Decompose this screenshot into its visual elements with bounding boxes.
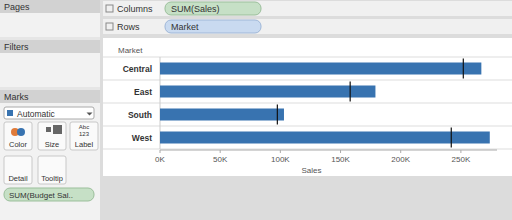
tick-label: 150K: [331, 155, 350, 164]
card-label: Size: [45, 140, 60, 149]
shelf-pill[interactable]: [165, 20, 261, 33]
mark-card[interactable]: [70, 122, 98, 150]
card-label: Detail: [8, 174, 28, 183]
reference-line: [451, 128, 452, 148]
row-divider: [103, 57, 512, 58]
tick: [460, 150, 461, 153]
tick-label: 100K: [271, 155, 290, 164]
tick: [220, 150, 221, 153]
mark-type: Automatic: [17, 109, 56, 119]
shelf-title: Rows: [117, 22, 140, 32]
card-label: Color: [9, 140, 27, 149]
row-divider: [103, 149, 512, 150]
section-title: Marks: [4, 92, 29, 102]
pill-text: SUM(Budget Sal..: [9, 191, 73, 200]
row-divider: [103, 103, 512, 104]
mark-card[interactable]: [4, 156, 32, 184]
bar: [160, 63, 481, 75]
bar: [160, 132, 490, 144]
shelf-icon: [106, 23, 113, 30]
category-label: East: [134, 87, 152, 97]
shelf: [103, 19, 512, 34]
filters-shelf: [0, 53, 100, 87]
category-label: South: [128, 110, 152, 120]
category-label: West: [132, 133, 152, 143]
shelf: [103, 1, 512, 16]
card-label: Tooltip: [41, 174, 63, 183]
marks-card: [0, 103, 100, 220]
tick: [340, 150, 341, 153]
row-divider: [103, 80, 512, 81]
background: [0, 0, 512, 220]
tick-label: 250K: [452, 155, 471, 164]
axis-title: Sales: [301, 166, 321, 175]
tick-label: 200K: [391, 155, 410, 164]
label-icon: Abc: [79, 124, 89, 130]
row-divider: [103, 126, 512, 127]
mark-card[interactable]: [4, 122, 32, 150]
category-label: Central: [123, 64, 152, 74]
pages-shelf: [0, 13, 100, 37]
card-label: Label: [75, 140, 94, 149]
reference-line: [277, 105, 278, 125]
marks-pill[interactable]: [4, 188, 94, 201]
tick: [400, 150, 401, 153]
shelf-icon: [106, 5, 113, 12]
mark-card[interactable]: [38, 156, 66, 184]
section-header: [0, 40, 100, 53]
tick-label: 0K: [155, 155, 165, 164]
tick-label: 50K: [213, 155, 228, 164]
pill-text: SUM(Sales): [171, 4, 220, 14]
shelf-title: Columns: [117, 4, 153, 14]
side-panel: [0, 0, 100, 220]
color-icon: [17, 128, 25, 136]
screen: Pages Filters Marks Automatic Color Size Label…: [0, 0, 512, 220]
size-icon: [46, 127, 51, 132]
chart-area: [103, 38, 512, 176]
mark-type-dropdown[interactable]: [4, 107, 94, 119]
tick: [280, 150, 281, 153]
x-axis: [160, 150, 497, 151]
bar: [160, 109, 284, 121]
pill-text: Market: [171, 22, 199, 32]
section-title: Filters: [4, 42, 29, 52]
section-header: [0, 90, 100, 103]
section-title: Pages: [4, 2, 30, 12]
plot: [160, 59, 490, 148]
label-icon: 123: [79, 131, 90, 137]
section-header: [0, 0, 100, 13]
size-icon: [53, 125, 62, 134]
mark-type-icon: [7, 110, 13, 116]
mark-card[interactable]: [38, 122, 66, 150]
row-header: Market: [118, 46, 143, 55]
reference-line: [463, 59, 464, 79]
bar: [160, 86, 375, 98]
reference-line: [350, 82, 351, 102]
shelf-pill[interactable]: [165, 2, 261, 15]
tick: [160, 150, 161, 153]
dropdown-arrow: [87, 113, 93, 116]
